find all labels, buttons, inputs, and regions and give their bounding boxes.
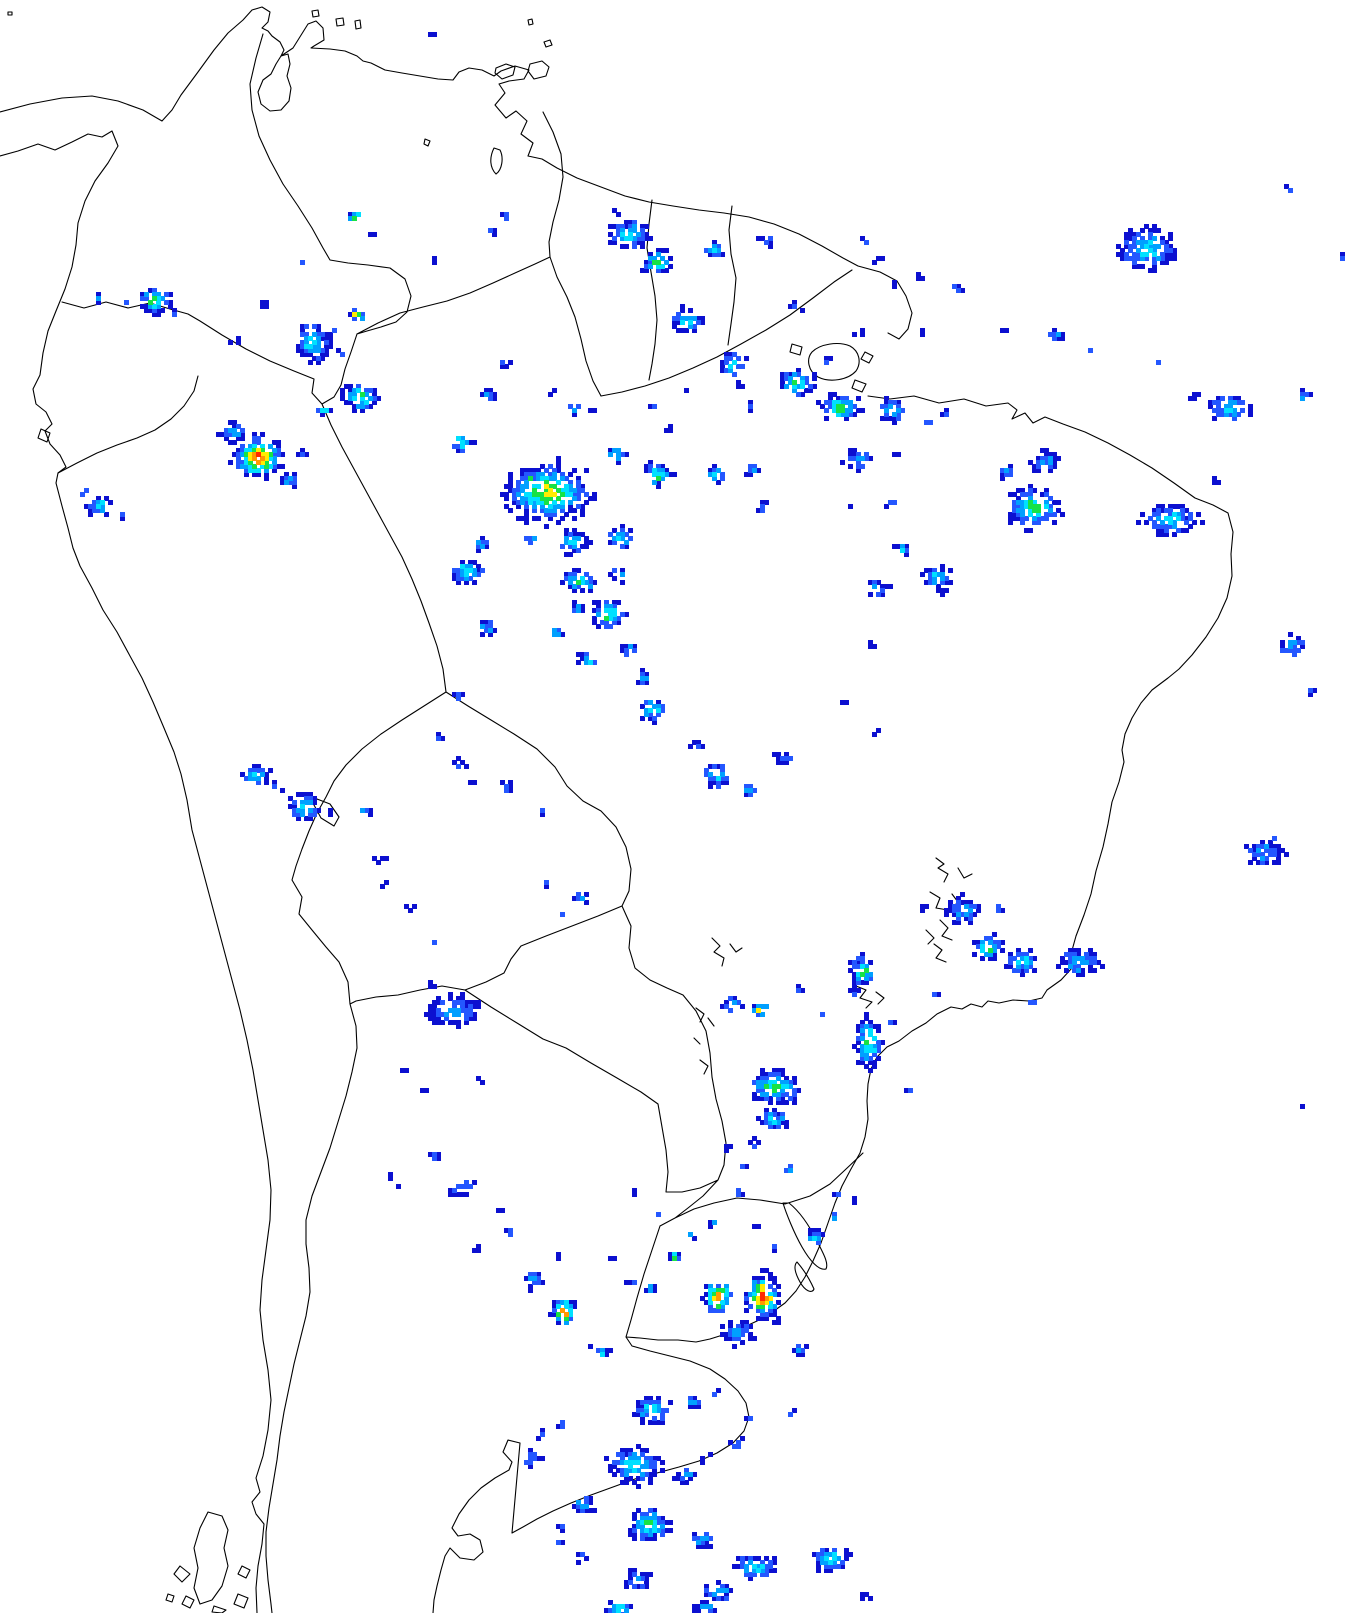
country-borders bbox=[57, 33, 864, 1613]
country-borders-layer bbox=[57, 33, 864, 1613]
south-chile-islands bbox=[165, 1511, 251, 1613]
coastline-atlantic bbox=[0, 6, 1234, 1613]
amazon-estuary-islands bbox=[789, 343, 874, 393]
caribbean-islands bbox=[7, 9, 553, 147]
lake-maracaibo bbox=[257, 53, 292, 112]
coastline-layer bbox=[0, 6, 1234, 1613]
coastline-pacific bbox=[0, 130, 272, 1613]
precipitation-cells-layer bbox=[80, 32, 1345, 1613]
